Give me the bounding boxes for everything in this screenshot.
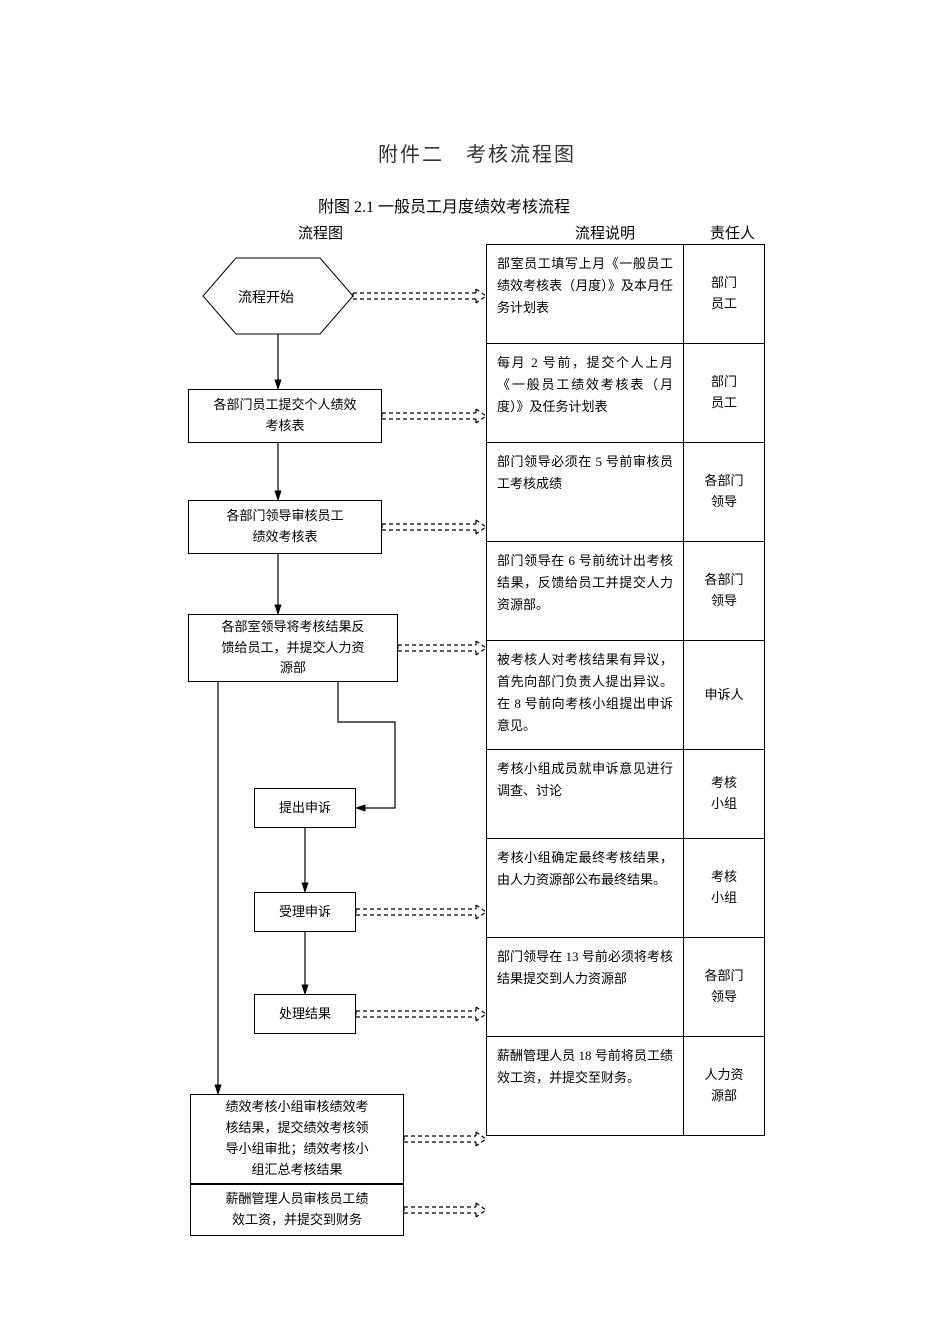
resp-row-0: 部门 员工 [683, 244, 765, 344]
desc-row-4: 被考核人对考核结果有异议，首先向部门负责人提出异议。在 8 号前向考核小组提出申… [486, 640, 684, 750]
resp-row-6: 考核 小组 [683, 838, 765, 938]
flow-box-b3: 各部室领导将考核结果反 馈给员工，并提交人力资 源部 [188, 614, 398, 682]
dash-head [476, 1132, 486, 1146]
flow-box-b8: 薪酬管理人员审核员工绩 效工资，并提交到财务 [190, 1184, 404, 1236]
dash-head [476, 905, 486, 919]
resp-row-8: 人力资 源部 [683, 1036, 765, 1136]
resp-row-1: 部门 员工 [683, 343, 765, 443]
header-flow: 流程图 [298, 222, 343, 243]
header-desc: 流程说明 [575, 222, 635, 243]
dash-head [476, 409, 486, 423]
resp-row-4: 申诉人 [683, 640, 765, 750]
desc-row-0: 部室员工填写上月《一般员工绩效考核表（月度）》及本月任务计划表 [486, 244, 684, 344]
flow-box-b5: 受理申诉 [254, 892, 356, 932]
start-label: 流程开始 [238, 287, 294, 307]
dash-head [476, 641, 486, 655]
desc-row-3: 部门领导在 6 号前统计出考核结果，反馈给员工并提交人力资源部。 [486, 541, 684, 641]
dash-head [476, 1203, 486, 1217]
resp-row-5: 考核 小组 [683, 749, 765, 839]
resp-row-2: 各部门 领导 [683, 442, 765, 542]
page-subtitle: 附图 2.1 一般员工月度绩效考核流程 [318, 193, 570, 217]
dash-head [476, 1007, 486, 1021]
desc-row-5: 考核小组成员就申诉意见进行调查、讨论 [486, 749, 684, 839]
flow-box-b7: 绩效考核小组审核绩效考 核结果，提交绩效考核领 导小组审批；绩效考核小 组汇总考… [190, 1094, 404, 1184]
desc-row-1: 每月 2 号前，提交个人上月《一般员工绩效考核表（月度）》及任务计划表 [486, 343, 684, 443]
flow-box-b1: 各部门员工提交个人绩效 考核表 [188, 389, 382, 443]
flow-box-b2: 各部门领导审核员工 绩效考核表 [188, 500, 382, 554]
resp-row-7: 各部门 领导 [683, 937, 765, 1037]
desc-row-7: 部门领导在 13 号前必须将考核结果提交到人力资源部 [486, 937, 684, 1037]
dash-head [476, 289, 486, 303]
desc-row-8: 薪酬管理人员 18 号前将员工绩效工资，并提交至财务。 [486, 1036, 684, 1136]
flow-box-b4: 提出申诉 [254, 788, 356, 828]
page-title: 附件二 考核流程图 [378, 138, 576, 167]
dash-head [476, 520, 486, 534]
header-resp: 责任人 [710, 222, 755, 243]
flow-box-b6: 处理结果 [254, 994, 356, 1034]
resp-row-3: 各部门 领导 [683, 541, 765, 641]
desc-row-6: 考核小组确定最终考核结果，由人力资源部公布最终结果。 [486, 838, 684, 938]
desc-row-2: 部门领导必须在 5 号前审核员工考核成绩 [486, 442, 684, 542]
diagram-canvas: 附件二 考核流程图 附图 2.1 一般员工月度绩效考核流程 流程图 流程说明 责… [0, 0, 945, 1338]
